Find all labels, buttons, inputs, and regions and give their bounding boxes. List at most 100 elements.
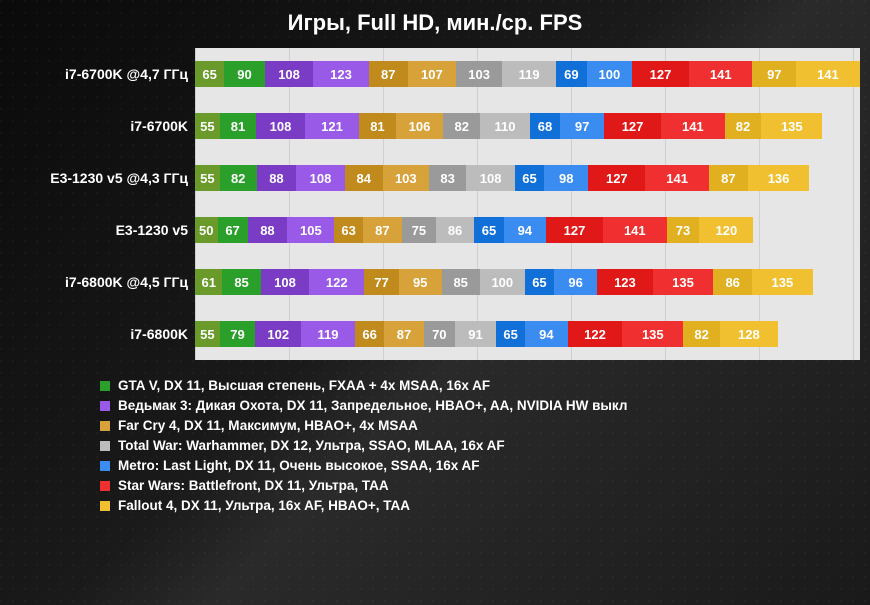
bar-segment-fallout_min: 82 (683, 321, 720, 347)
bar-segment-farcry_avg: 106 (396, 113, 444, 139)
bar-segment-gta_min: 61 (195, 269, 222, 295)
bar-segment-farcry_min: 81 (359, 113, 395, 139)
bar-segment-fallout_avg: 141 (796, 61, 859, 87)
legend-label: Far Cry 4, DX 11, Максимум, HBAO+, 4x MS… (118, 418, 418, 433)
bar-segment-farcry_avg: 87 (363, 217, 402, 243)
bar-segment-totalwar_avg: 91 (455, 321, 496, 347)
bar-segment-starwars_min: 127 (632, 61, 689, 87)
legend-label: Metro: Last Light, DX 11, Очень высокое,… (118, 458, 480, 473)
bar-segment-gta_min: 65 (195, 61, 224, 87)
legend-label: Total War: Warhammer, DX 12, Ультра, SSA… (118, 438, 505, 453)
chart-row: E3-1230 v5 @4,3 ГГц558288108841038310865… (195, 152, 860, 204)
bar-segment-witcher_avg: 121 (305, 113, 359, 139)
bar-wrap: 6590108123871071031196910012714197141 (195, 61, 860, 87)
bar-segment-gta_min: 55 (195, 321, 220, 347)
bar-segment-starwars_avg: 141 (661, 113, 724, 139)
chart-rows: i7-6700K @4,7 ГГц65901081238710710311969… (195, 48, 860, 360)
bar-segment-metro_avg: 94 (504, 217, 546, 243)
chart-row: i7-6700K @4,7 ГГц65901081238710710311969… (195, 48, 860, 100)
bar-segment-metro_min: 65 (525, 269, 554, 295)
bar-segment-gta_avg: 82 (220, 165, 257, 191)
bar-segment-metro_avg: 94 (525, 321, 567, 347)
bar-segment-metro_min: 68 (530, 113, 561, 139)
legend-item: Total War: Warhammer, DX 12, Ультра, SSA… (100, 438, 870, 453)
bar-segment-farcry_min: 66 (355, 321, 385, 347)
legend-item: Fallout 4, DX 11, Ультра, 16x AF, HBAO+,… (100, 498, 870, 513)
bar-segment-starwars_min: 122 (568, 321, 623, 347)
bar-wrap: 55811081218110682110689712714182135 (195, 113, 822, 139)
chart-title: Игры, Full HD, мин./ср. FPS (0, 0, 870, 42)
legend-item: Star Wars: Battlefront, DX 11, Ультра, T… (100, 478, 870, 493)
chart-area: i7-6700K @4,7 ГГц 65901081238710710311969… (0, 42, 870, 370)
bar-segment-starwars_avg: 141 (689, 61, 752, 87)
bar-wrap: 557910211966877091659412213582128 (195, 321, 778, 347)
legend-swatch (100, 501, 110, 511)
bar-segment-farcry_min: 63 (334, 217, 362, 243)
bar-segment-fallout_avg: 136 (748, 165, 809, 191)
legend-swatch (100, 461, 110, 471)
legend-swatch (100, 421, 110, 431)
bar-segment-metro_avg: 98 (544, 165, 588, 191)
legend-swatch (100, 441, 110, 451)
chart-row: i7-6700K55811081218110682110689712714182… (195, 100, 860, 152)
legend-item: Far Cry 4, DX 11, Максимум, HBAO+, 4x MS… (100, 418, 870, 433)
bar-segment-metro_avg: 97 (560, 113, 604, 139)
bar-segment-gta_avg: 90 (224, 61, 265, 87)
bar-segment-starwars_avg: 135 (653, 269, 714, 295)
bar-segment-totalwar_min: 82 (443, 113, 480, 139)
bar-segment-totalwar_avg: 100 (480, 269, 525, 295)
bar-segment-farcry_avg: 87 (384, 321, 423, 347)
bar-segment-witcher_min: 102 (255, 321, 301, 347)
bar-segment-farcry_min: 87 (369, 61, 408, 87)
bar-segment-fallout_avg: 128 (720, 321, 778, 347)
legend: GTA V, DX 11, Высшая степень, FXAA + 4x … (0, 370, 870, 513)
bar-segment-farcry_min: 77 (364, 269, 399, 295)
bar-segment-totalwar_avg: 119 (502, 61, 556, 87)
bar-segment-totalwar_min: 75 (402, 217, 436, 243)
bar-segment-metro_avg: 100 (587, 61, 632, 87)
bar-segment-witcher_avg: 119 (301, 321, 355, 347)
bar-segment-starwars_avg: 141 (603, 217, 666, 243)
legend-swatch (100, 401, 110, 411)
legend-label: Fallout 4, DX 11, Ультра, 16x AF, HBAO+,… (118, 498, 410, 513)
row-label: i7-6700K (0, 118, 188, 134)
row-label: E3-1230 v5 @4,3 ГГц (0, 170, 188, 186)
bar-segment-fallout_min: 73 (667, 217, 700, 243)
bar-segment-totalwar_avg: 86 (436, 217, 475, 243)
bar-segment-gta_avg: 67 (218, 217, 248, 243)
bar-segment-witcher_min: 108 (265, 61, 314, 87)
bar-segment-starwars_min: 127 (546, 217, 603, 243)
bar-segment-gta_avg: 81 (220, 113, 256, 139)
row-label: i7-6800K (0, 326, 188, 342)
legend-item: Ведьмак 3: Дикая Охота, DX 11, Запредель… (100, 398, 870, 413)
bar-segment-farcry_min: 84 (345, 165, 383, 191)
bar-segment-starwars_avg: 135 (622, 321, 683, 347)
bar-segment-farcry_avg: 107 (408, 61, 456, 87)
bar-wrap: 6185108122779585100659612313586135 (195, 269, 813, 295)
bar-segment-gta_avg: 79 (220, 321, 256, 347)
bar-segment-witcher_avg: 122 (309, 269, 364, 295)
bar-segment-totalwar_avg: 110 (480, 113, 530, 139)
bar-segment-starwars_min: 127 (604, 113, 661, 139)
bar-segment-fallout_min: 97 (752, 61, 796, 87)
legend-label: GTA V, DX 11, Высшая степень, FXAA + 4x … (118, 378, 490, 393)
bar-segment-witcher_min: 108 (261, 269, 310, 295)
chart-row: i7-6800K55791021196687709165941221358212… (195, 308, 860, 360)
bar-segment-farcry_avg: 103 (383, 165, 429, 191)
bar-segment-metro_avg: 96 (554, 269, 597, 295)
bar-segment-gta_min: 55 (195, 113, 220, 139)
bar-segment-witcher_min: 108 (256, 113, 305, 139)
bar-segment-metro_min: 65 (515, 165, 544, 191)
legend-label: Ведьмак 3: Дикая Охота, DX 11, Запредель… (118, 398, 627, 413)
bar-segment-witcher_avg: 108 (296, 165, 345, 191)
bar-segment-witcher_avg: 123 (313, 61, 368, 87)
row-label: i7-6700K @4,7 ГГц (0, 66, 188, 82)
legend-item: Metro: Last Light, DX 11, Очень высокое,… (100, 458, 870, 473)
bar-segment-totalwar_min: 83 (429, 165, 466, 191)
bar-segment-fallout_min: 86 (713, 269, 752, 295)
bar-wrap: 50678810563877586659412714173120 (195, 217, 753, 243)
bar-segment-farcry_avg: 95 (399, 269, 442, 295)
bar-wrap: 5582881088410383108659812714187136 (195, 165, 809, 191)
bar-segment-fallout_min: 87 (709, 165, 748, 191)
bar-segment-metro_min: 65 (474, 217, 503, 243)
